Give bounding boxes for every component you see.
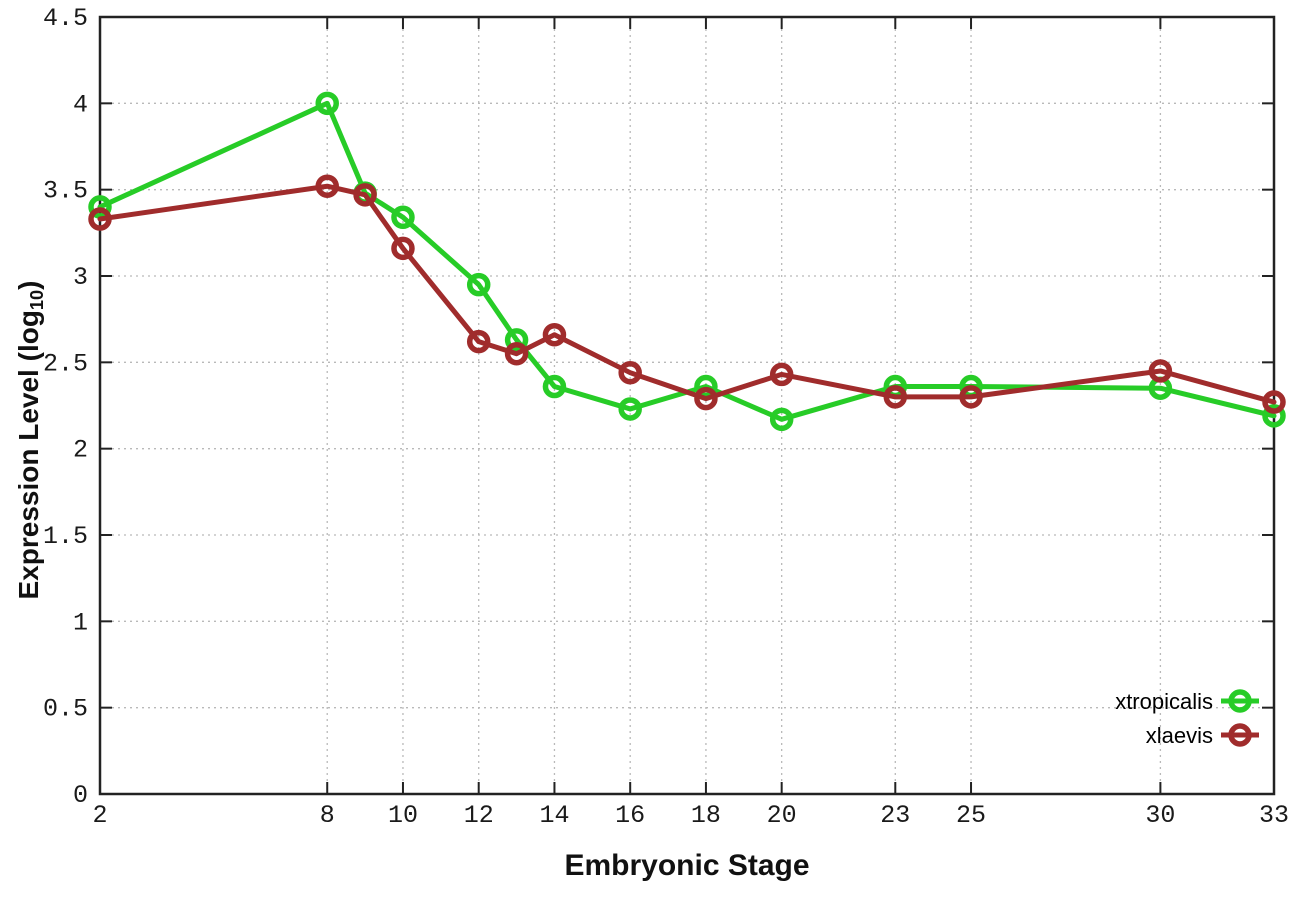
legend-label-xtropicalis: xtropicalis	[1115, 689, 1213, 714]
x-tick-label-10: 10	[388, 801, 418, 830]
x-tick-label-2: 2	[92, 801, 107, 830]
x-tick-label-33: 33	[1259, 801, 1289, 830]
y-axis-title-subscript: 10	[26, 289, 47, 311]
y-tick-label-4.5: 4.5	[43, 4, 88, 33]
series-xtropicalis-point-stage-14	[542, 374, 567, 399]
y-tick-label-1: 1	[73, 608, 88, 637]
x-tick-label-20: 20	[767, 801, 797, 830]
series-xlaevis-point-stage-23	[883, 385, 908, 409]
plot-border	[98, 15, 1276, 796]
series-xtropicalis-point-stage-33	[1262, 404, 1286, 428]
y-axis-title: Expression Level (log10)	[13, 280, 47, 600]
series-xlaevis-line	[97, 183, 1277, 405]
series-xtropicalis-point-stage-2	[88, 195, 112, 219]
y-tick-label-1.5: 1.5	[43, 522, 88, 551]
y-tick-label-3: 3	[73, 263, 88, 292]
series-xlaevis-point-stage-2	[88, 207, 112, 231]
y-tick-label-0: 0	[73, 781, 88, 810]
y-tick-label-3.5: 3.5	[43, 177, 88, 206]
series-xlaevis-point-stage-14	[542, 322, 567, 347]
legend-label-xlaevis: xlaevis	[1146, 723, 1213, 748]
y-tick-label-2.5: 2.5	[43, 349, 88, 378]
series-xlaevis-point-stage-20	[769, 362, 794, 387]
series-xlaevis-point-stage-25	[959, 385, 983, 409]
x-tick-label-23: 23	[880, 801, 910, 830]
series-xlaevis-point-stage-10	[391, 236, 415, 261]
series-xtropicalis-line	[97, 100, 1277, 422]
x-tick-label-12: 12	[464, 801, 494, 830]
series-xtropicalis-point-stage-13	[504, 328, 529, 352]
series-xtropicalis-point-stage-8	[315, 91, 339, 116]
series-xtropicalis-point-stage-20	[769, 407, 794, 432]
series-xlaevis-point-stage-8	[315, 174, 339, 198]
legend-sample-marker-xtropicalis	[1228, 689, 1252, 713]
y-axis-title-text: Expression Level (log	[13, 310, 44, 600]
legend-sample-marker-xlaevis	[1228, 723, 1252, 747]
series-xlaevis-point-stage-18	[694, 386, 718, 411]
series-xlaevis-point-stage-13	[504, 341, 529, 366]
series-xlaevis-point-stage-16	[618, 360, 642, 385]
y-tick-label-2: 2	[73, 436, 88, 465]
y-tick-label-0.5: 0.5	[43, 695, 88, 724]
series-xlaevis-point-stage-9	[353, 183, 377, 207]
x-tick-label-30: 30	[1145, 801, 1175, 830]
series-xtropicalis-point-stage-12	[466, 272, 491, 297]
x-axis-title: Embryonic Stage	[564, 849, 809, 883]
x-tick-label-14: 14	[539, 801, 569, 830]
x-tick-label-25: 25	[956, 801, 986, 830]
series-xlaevis-point-stage-30	[1148, 359, 1173, 383]
series-xtropicalis-point-stage-16	[618, 397, 642, 421]
series-xlaevis-point-stage-12	[466, 329, 491, 354]
x-tick-label-16: 16	[615, 801, 645, 830]
x-tick-label-18: 18	[691, 801, 721, 830]
x-tick-label-8: 8	[320, 801, 335, 830]
y-axis-title-suffix: )	[13, 280, 44, 290]
series-xtropicalis-point-stage-10	[391, 205, 415, 230]
y-tick-label-4: 4	[73, 90, 88, 119]
series-xlaevis-point-stage-33	[1262, 390, 1286, 414]
series-xtropicalis-point-stage-18	[694, 374, 718, 399]
x-axis-title-text: Embryonic Stage	[564, 849, 810, 882]
